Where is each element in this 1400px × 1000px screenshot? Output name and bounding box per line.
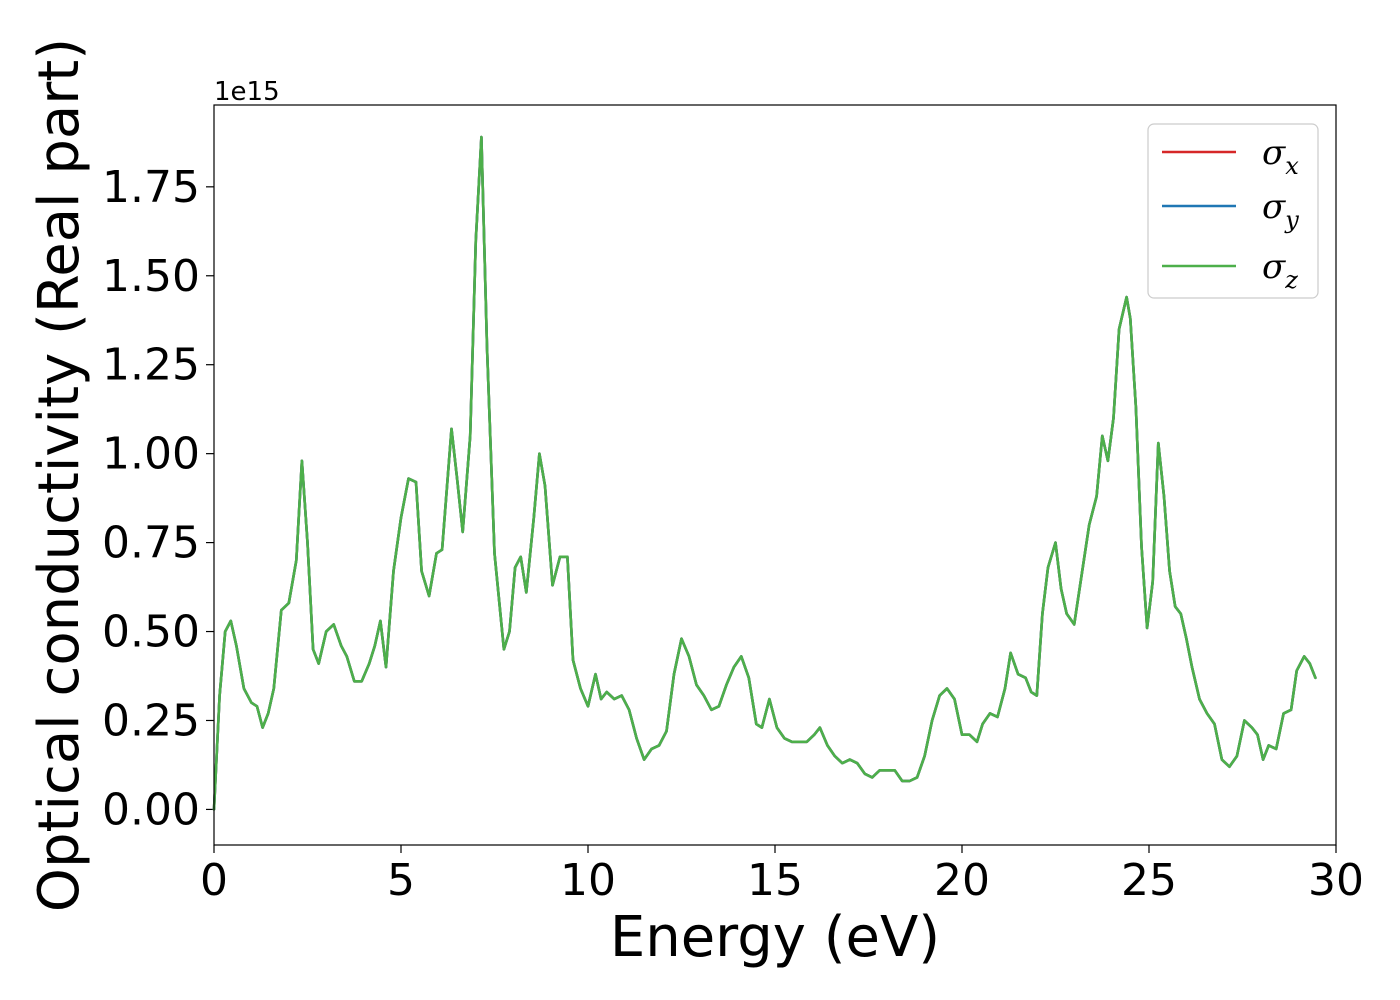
y-tick-label: 1.50 [102, 251, 200, 302]
x-tick-label: 0 [200, 855, 228, 906]
y-tick-label: 1.75 [102, 162, 200, 213]
x-tick-label: 25 [1121, 855, 1177, 906]
y-tick-label: 0.25 [102, 695, 200, 746]
y-tick-label: 1.25 [102, 340, 200, 391]
plot-frame [213, 104, 1337, 846]
y-axis-label: Optical conductivity (Real part) [27, 38, 92, 912]
legend-box [1147, 123, 1319, 299]
y-axis-offset-label: 1e15 [214, 77, 280, 107]
y-tick-label: 0.00 [102, 784, 200, 835]
x-tick-label: 15 [747, 855, 803, 906]
x-axis-label: Energy (eV) [610, 905, 940, 970]
y-tick-label: 1.00 [102, 429, 200, 480]
series-line-sigma-z [212, 135, 1317, 811]
x-axis-ticks: 0 5 10 15 20 25 30 [200, 845, 1364, 906]
series-lines [212, 135, 1317, 811]
x-tick-label: 20 [934, 855, 990, 906]
x-tick-label: 10 [560, 855, 616, 906]
x-tick-label: 30 [1308, 855, 1364, 906]
y-tick-label: 0.50 [102, 607, 200, 658]
x-tick-label: 5 [387, 855, 415, 906]
y-axis-ticks: 0.00 0.25 0.50 0.75 1.00 1.25 1.50 1.75 [102, 162, 214, 835]
y-tick-label: 0.75 [102, 518, 200, 569]
